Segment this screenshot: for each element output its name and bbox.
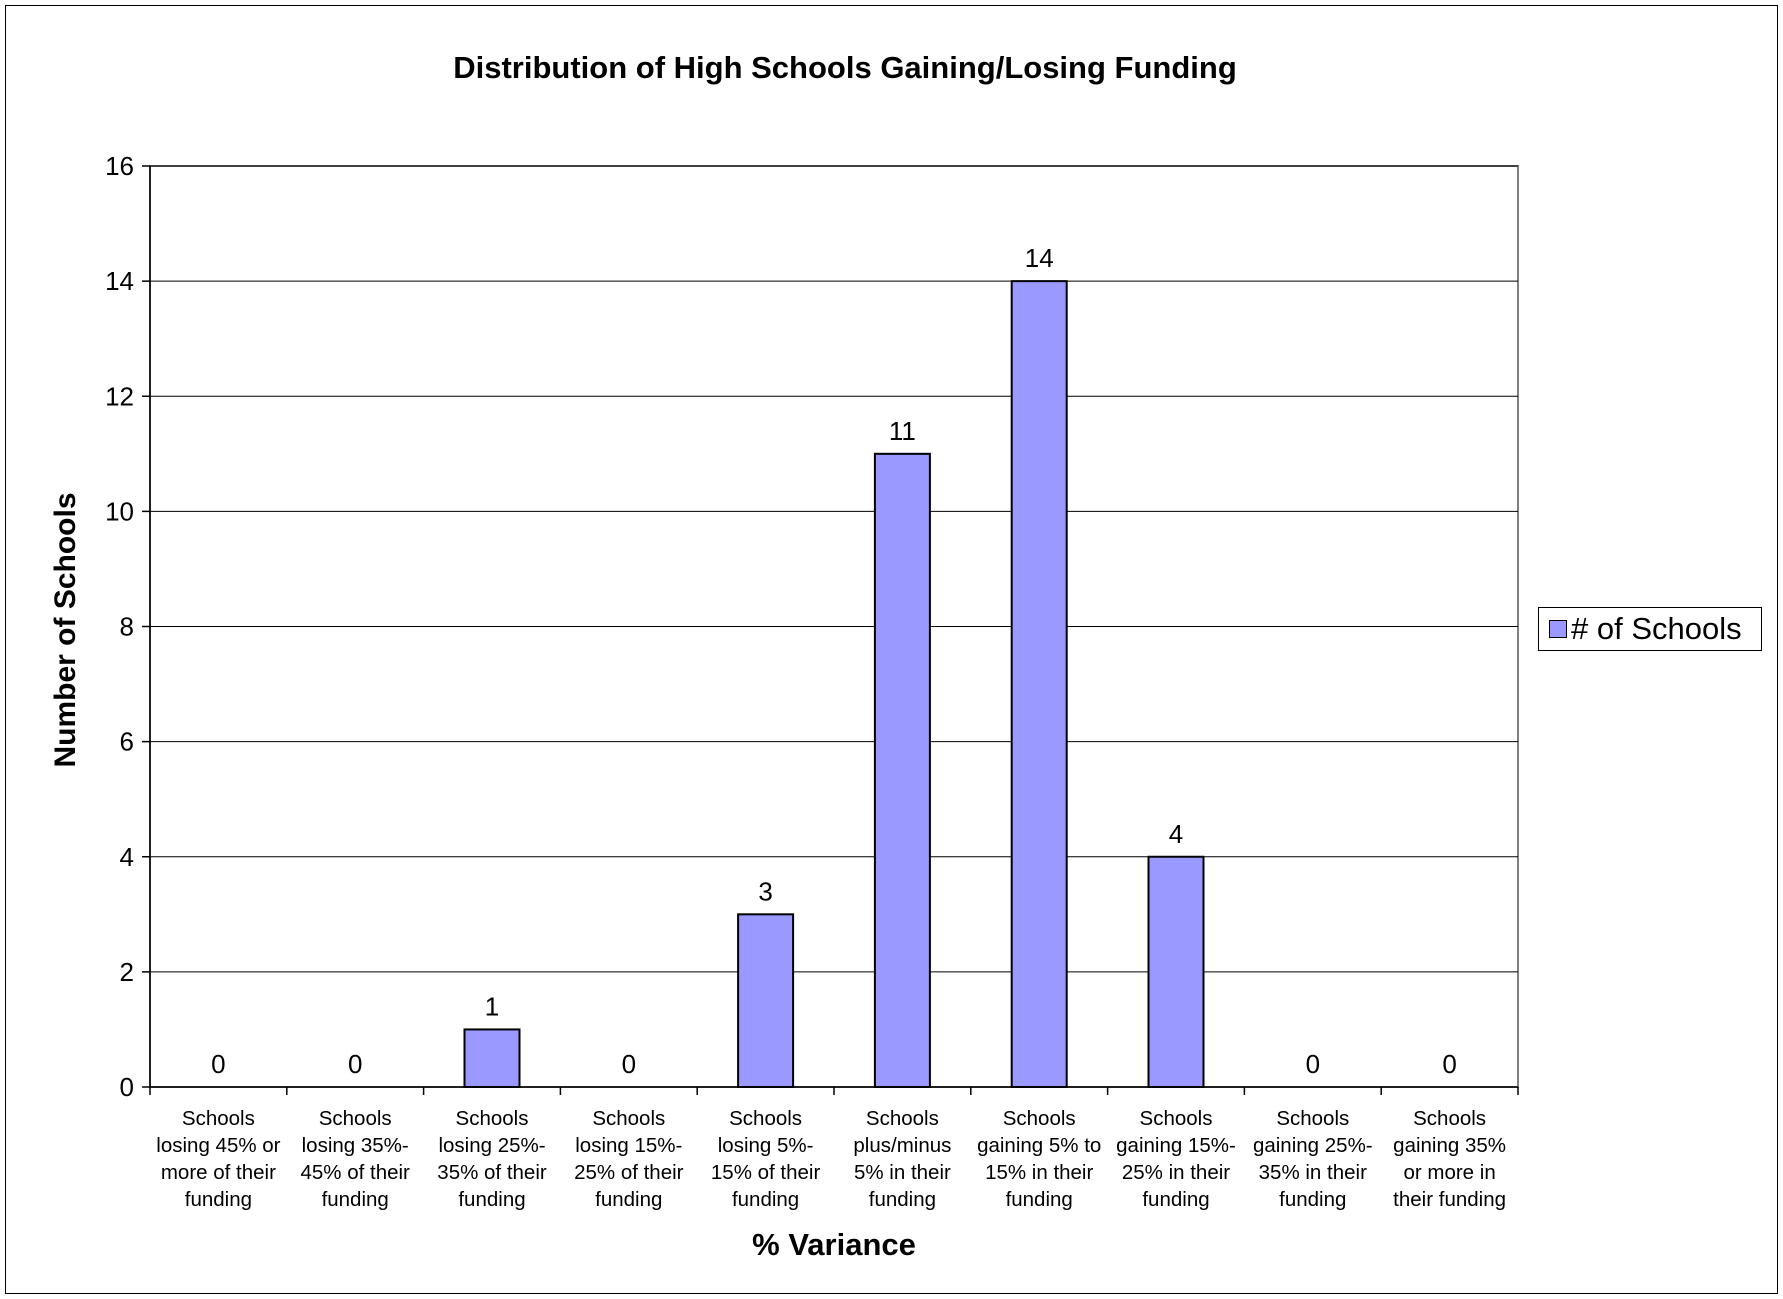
y-tick-label: 2 xyxy=(120,957,134,987)
x-tick-label-line: 25% of their xyxy=(574,1161,684,1184)
x-tick-label-line: Schools xyxy=(319,1107,392,1130)
data-label: 0 xyxy=(348,1049,362,1079)
x-tick-label-line: 25% in their xyxy=(1122,1161,1230,1184)
y-tick-label: 12 xyxy=(105,381,134,411)
x-tick-label-line: their funding xyxy=(1393,1188,1506,1211)
bar xyxy=(737,913,795,1088)
x-tick-label-line: Schools xyxy=(592,1107,665,1130)
bar xyxy=(1010,280,1068,1088)
x-tick-label-line: funding xyxy=(595,1188,662,1211)
x-tick-label: Schools gaining 15%- 25% in their funding xyxy=(1116,1107,1236,1211)
y-tick-label: 10 xyxy=(105,496,134,526)
x-tick-label-line: gaining 35% xyxy=(1393,1134,1506,1157)
bar xyxy=(463,1028,521,1088)
x-tick-label-line: plus/minus xyxy=(853,1134,951,1157)
x-tick-label-line: Schools xyxy=(182,1107,255,1130)
x-tick-label-line: 15% in their xyxy=(985,1161,1093,1184)
x-tick-label-line: funding xyxy=(185,1188,252,1211)
x-tick-label-line: Schools xyxy=(456,1107,529,1130)
x-tick-label-line: 35% of their xyxy=(437,1161,547,1184)
data-label: 4 xyxy=(1169,819,1183,849)
data-label: 3 xyxy=(758,876,772,906)
x-tick-label: Schools plus/minus 5% in their funding xyxy=(853,1107,951,1211)
x-tick-label: Schools losing 5%- 15% of their funding xyxy=(711,1107,821,1211)
x-tick-label: Schools gaining 35% or more in their fundin… xyxy=(1393,1107,1506,1211)
x-tick-label-line: funding xyxy=(1006,1188,1073,1211)
x-tick-label-line: funding xyxy=(1279,1188,1346,1211)
x-tick-label-line: gaining 25%- xyxy=(1253,1134,1373,1157)
data-label: 11 xyxy=(889,416,916,446)
y-tick-label: 0 xyxy=(120,1072,134,1102)
x-tick-label-line: funding xyxy=(869,1188,936,1211)
x-tick-label-line: 5% in their xyxy=(854,1161,951,1184)
legend-swatch xyxy=(1549,620,1567,638)
bar xyxy=(873,452,931,1088)
x-tick-label-line: losing 25%- xyxy=(438,1134,545,1157)
x-tick-label-line: 15% of their xyxy=(711,1161,821,1184)
x-tick-label-line: losing 35%- xyxy=(302,1134,409,1157)
x-tick-label-line: funding xyxy=(458,1188,525,1211)
y-tick-label: 8 xyxy=(120,612,134,642)
x-tick-label-line: losing 5%- xyxy=(718,1134,814,1157)
y-tick-label: 14 xyxy=(105,266,134,296)
data-label: 14 xyxy=(1025,243,1054,273)
x-tick-label-line: or more in xyxy=(1403,1161,1495,1184)
data-label: 0 xyxy=(211,1049,225,1079)
data-label: 1 xyxy=(485,991,499,1021)
x-tick-label-line: 45% of their xyxy=(300,1161,410,1184)
x-tick-label-line: Schools xyxy=(1140,1107,1213,1130)
x-axis-title: % Variance xyxy=(752,1227,916,1262)
x-tick-label-line: funding xyxy=(322,1188,389,1211)
x-tick-label-line: gaining 15%- xyxy=(1116,1134,1236,1157)
x-tick-label: Schools gaining 25%- 35% in their funding xyxy=(1253,1107,1373,1211)
x-tick-label: Schools losing 35%- 45% of their funding xyxy=(300,1107,410,1211)
x-tick-label-line: Schools xyxy=(1276,1107,1349,1130)
x-tick-label-line: losing 15%- xyxy=(575,1134,682,1157)
x-tick-label-line: funding xyxy=(1142,1188,1209,1211)
chart-title: Distribution of High Schools Gaining/Los… xyxy=(453,50,1237,85)
x-tick-label-line: Schools xyxy=(866,1107,939,1130)
data-label: 0 xyxy=(622,1049,636,1079)
y-tick-label: 16 xyxy=(105,151,134,181)
legend: # of Schools xyxy=(1538,607,1762,651)
x-tick-label-line: Schools xyxy=(729,1107,802,1130)
x-tick-label-line: more of their xyxy=(161,1161,276,1184)
x-tick-label: Schools gaining 5% to 15% in their funding xyxy=(977,1107,1101,1211)
bar xyxy=(1147,855,1205,1088)
data-label: 0 xyxy=(1442,1049,1456,1079)
x-tick-label-line: Schools xyxy=(1003,1107,1076,1130)
data-label: 0 xyxy=(1306,1049,1320,1079)
y-tick-label: 4 xyxy=(120,842,134,872)
x-tick-label-line: gaining 5% to xyxy=(977,1134,1101,1157)
x-tick-label-line: losing 45% or xyxy=(156,1134,280,1157)
x-tick-label-line: Schools xyxy=(1413,1107,1486,1130)
x-tick-label-line: 35% in their xyxy=(1259,1161,1367,1184)
x-tick-label: Schools losing 25%- 35% of their funding xyxy=(437,1107,547,1211)
x-tick-label-line: funding xyxy=(732,1188,799,1211)
y-tick-label: 6 xyxy=(120,727,134,757)
x-tick-label: Schools losing 45% or more of their funding xyxy=(156,1107,280,1211)
legend-label: # of Schools xyxy=(1571,611,1742,646)
x-tick-label: Schools losing 15%- 25% of their funding xyxy=(574,1107,684,1211)
